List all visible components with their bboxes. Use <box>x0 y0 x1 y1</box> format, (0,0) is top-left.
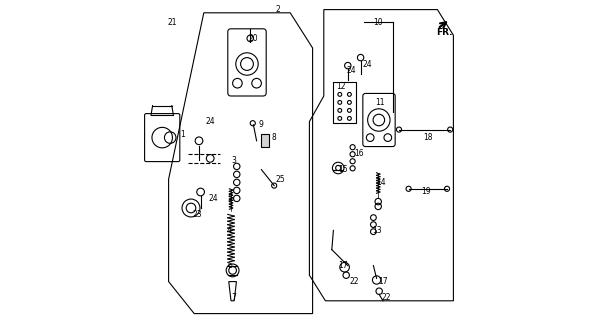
FancyBboxPatch shape <box>363 93 395 147</box>
Text: 9: 9 <box>258 120 263 129</box>
FancyBboxPatch shape <box>333 82 356 123</box>
Text: 12: 12 <box>336 82 346 91</box>
Bar <box>261 134 268 147</box>
Text: 22: 22 <box>350 277 359 286</box>
Text: 20: 20 <box>248 34 258 43</box>
Text: 21: 21 <box>167 18 176 27</box>
Text: 17: 17 <box>378 277 388 286</box>
Text: 11: 11 <box>375 98 384 107</box>
Polygon shape <box>228 282 236 301</box>
Text: 7: 7 <box>231 293 236 302</box>
Text: 13: 13 <box>372 226 381 235</box>
Text: 14: 14 <box>376 178 386 187</box>
Text: 1: 1 <box>180 130 185 139</box>
Text: 16: 16 <box>354 149 364 158</box>
Text: 25: 25 <box>276 175 285 184</box>
Text: 4: 4 <box>226 226 231 235</box>
FancyBboxPatch shape <box>228 29 266 96</box>
FancyBboxPatch shape <box>145 114 180 162</box>
Text: FR.: FR. <box>436 28 452 36</box>
Text: 23: 23 <box>193 210 202 219</box>
Text: 24: 24 <box>208 194 218 203</box>
Text: 15: 15 <box>338 165 348 174</box>
Text: 24: 24 <box>205 117 215 126</box>
Text: 17: 17 <box>338 261 348 270</box>
Text: 6: 6 <box>228 261 233 270</box>
Text: 24: 24 <box>346 66 356 75</box>
Text: 5: 5 <box>228 194 233 203</box>
Text: 18: 18 <box>423 133 433 142</box>
Text: 19: 19 <box>421 188 431 196</box>
Text: 24: 24 <box>362 60 372 68</box>
Text: 3: 3 <box>231 156 236 164</box>
Text: 10: 10 <box>373 18 383 27</box>
Text: 22: 22 <box>381 293 391 302</box>
Text: 8: 8 <box>271 133 276 142</box>
Text: 2: 2 <box>276 5 281 14</box>
